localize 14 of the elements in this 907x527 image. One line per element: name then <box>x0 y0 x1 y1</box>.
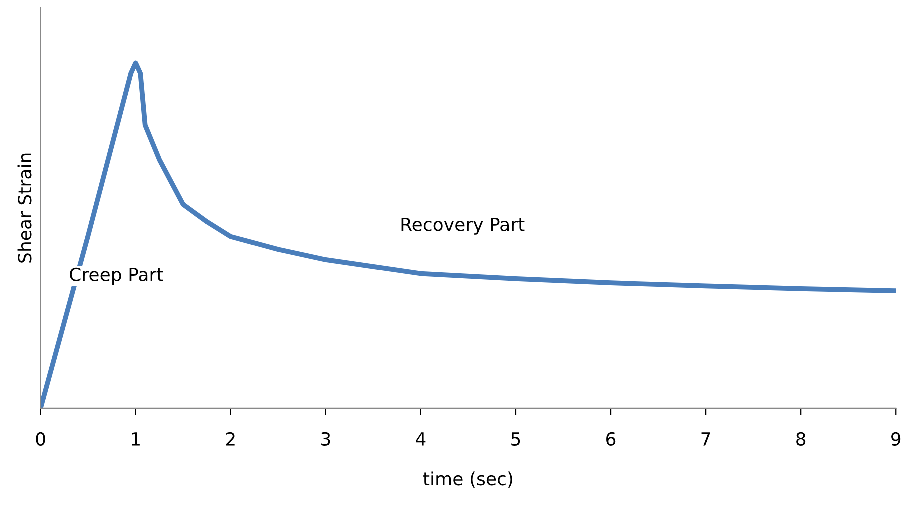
x-tick-label: 7 <box>702 432 710 446</box>
x-tick-label: 8 <box>796 432 806 446</box>
x-tick-label: 2 <box>226 432 235 446</box>
x-tick-label: 0 <box>36 432 46 446</box>
annotation: Creep Part <box>70 268 164 285</box>
y-axis-title: Shear Strain <box>18 154 32 263</box>
x-tick-label: 5 <box>512 432 520 446</box>
annotation: Recovery Part <box>402 218 525 235</box>
x-axis-title: time (sec) <box>423 472 512 488</box>
x-tick-label: 4 <box>416 432 426 446</box>
x-tick-label: 9 <box>892 432 901 446</box>
x-tick-label: 1 <box>132 432 140 446</box>
x-tick-label: 6 <box>606 432 616 446</box>
x-tick-label: 3 <box>322 432 330 446</box>
